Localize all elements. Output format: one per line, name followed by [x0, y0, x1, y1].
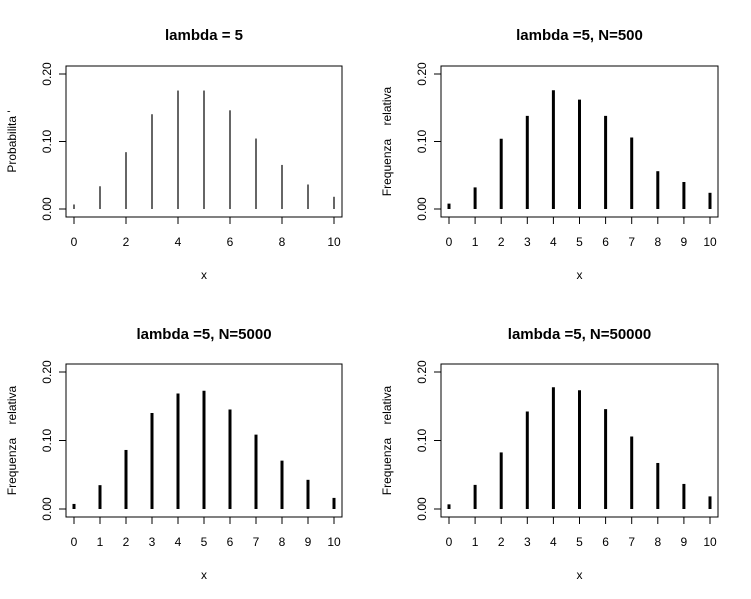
panel-4-x-axis: 0 1 2 3 4 5 6 7 8 9 10 [446, 516, 717, 549]
x-tick-label: 1 [97, 535, 104, 549]
y-tick-label: 0.10 [415, 428, 429, 452]
y-tick-label: 0.00 [40, 497, 54, 521]
x-tick-label: 3 [524, 235, 531, 249]
panel-2-x-axis: 0 1 2 3 4 5 6 7 8 9 10 [446, 216, 717, 249]
panel-4-y-axis: 0.00 0.10 0.20 [415, 360, 442, 521]
x-tick-label: 7 [253, 535, 260, 549]
x-tick-label: 8 [279, 235, 286, 249]
y-tick-label: 0.20 [415, 360, 429, 384]
panel-1-title: lambda = 5 [165, 27, 243, 44]
panel-4-bars [447, 387, 712, 509]
panel-3-title: lambda =5, N=5000 [136, 326, 271, 343]
panel-1-x-axis: 0 2 4 6 8 10 [71, 216, 341, 249]
x-tick-label: 5 [576, 535, 583, 549]
x-tick-label: 0 [446, 535, 453, 549]
x-tick-label: 2 [498, 235, 505, 249]
y-tick-label: 0.00 [415, 497, 429, 521]
x-tick-label: 7 [628, 535, 635, 549]
x-tick-label: 4 [550, 235, 557, 249]
panel-2-x-axis-label: x [577, 268, 583, 282]
panel-1-bars [73, 90, 335, 209]
x-tick-label: 0 [71, 535, 78, 549]
x-tick-label: 2 [123, 535, 130, 549]
x-tick-label: 6 [602, 535, 609, 549]
x-tick-label: 0 [71, 235, 78, 249]
y-tick-label: 0.20 [40, 360, 54, 384]
x-tick-label: 7 [628, 235, 635, 249]
y-tick-label: 0.10 [415, 129, 429, 153]
y-tick-label: 0.20 [415, 62, 429, 86]
x-tick-label: 9 [305, 535, 312, 549]
x-tick-label: 8 [654, 235, 661, 249]
panel-4-y-axis-label: Frequenza relativa [380, 385, 394, 495]
x-tick-label: 10 [327, 235, 341, 249]
x-tick-label: 0 [446, 235, 453, 249]
panel-4-x-axis-label: x [577, 568, 583, 582]
panel-3: lambda =5, N=5000 Frequenza relativa x 0… [5, 326, 343, 582]
panel-1-y-axis: 0.00 0.10 0.20 [40, 62, 67, 221]
x-tick-label: 6 [602, 235, 609, 249]
x-tick-label: 4 [175, 535, 182, 549]
panel-1-y-axis-label: Probabilita ' [5, 110, 19, 172]
panel-2-bars [447, 90, 712, 209]
panel-3-bars [72, 390, 336, 509]
x-tick-label: 6 [227, 235, 234, 249]
y-tick-label: 0.10 [40, 129, 54, 153]
panel-2-y-axis-label: Frequenza relativa [380, 86, 394, 196]
panel-2-y-axis: 0.00 0.10 0.20 [415, 62, 442, 221]
x-tick-label: 2 [498, 535, 505, 549]
x-tick-label: 4 [175, 235, 182, 249]
x-tick-label: 8 [654, 535, 661, 549]
x-tick-label: 8 [279, 535, 286, 549]
panel-2: lambda =5, N=500 Frequenza relativa x 0.… [380, 27, 719, 282]
y-tick-label: 0.20 [40, 62, 54, 86]
x-tick-label: 1 [472, 235, 479, 249]
x-tick-label: 1 [472, 535, 479, 549]
x-tick-label: 5 [201, 535, 208, 549]
x-tick-label: 10 [327, 535, 341, 549]
y-tick-label: 0.10 [40, 428, 54, 452]
panel-3-y-axis: 0.00 0.10 0.20 [40, 360, 67, 521]
panel-4-title: lambda =5, N=50000 [508, 326, 651, 343]
x-tick-label: 10 [703, 535, 717, 549]
x-tick-label: 6 [227, 535, 234, 549]
x-tick-label: 4 [550, 535, 557, 549]
x-tick-label: 3 [149, 535, 156, 549]
panel-3-y-axis-label: Frequenza relativa [5, 385, 19, 495]
y-tick-label: 0.00 [415, 197, 429, 221]
panel-3-x-axis: 0 1 2 3 4 5 6 7 8 9 10 [71, 516, 341, 549]
x-tick-label: 5 [576, 235, 583, 249]
panel-2-title: lambda =5, N=500 [516, 27, 643, 44]
panel-3-x-axis-label: x [201, 568, 207, 582]
y-tick-label: 0.00 [40, 197, 54, 221]
panel-1: lambda = 5 Probabilita ' x 0.000.100.20 … [5, 27, 343, 282]
panel-4: lambda =5, N=50000 Frequenza relativa x … [380, 326, 719, 582]
x-tick-label: 9 [681, 535, 688, 549]
x-tick-label: 10 [703, 235, 717, 249]
x-tick-label: 9 [681, 235, 688, 249]
x-tick-label: 3 [524, 535, 531, 549]
panel-1-x-axis-label: x [201, 268, 207, 282]
x-tick-label: 2 [123, 235, 130, 249]
